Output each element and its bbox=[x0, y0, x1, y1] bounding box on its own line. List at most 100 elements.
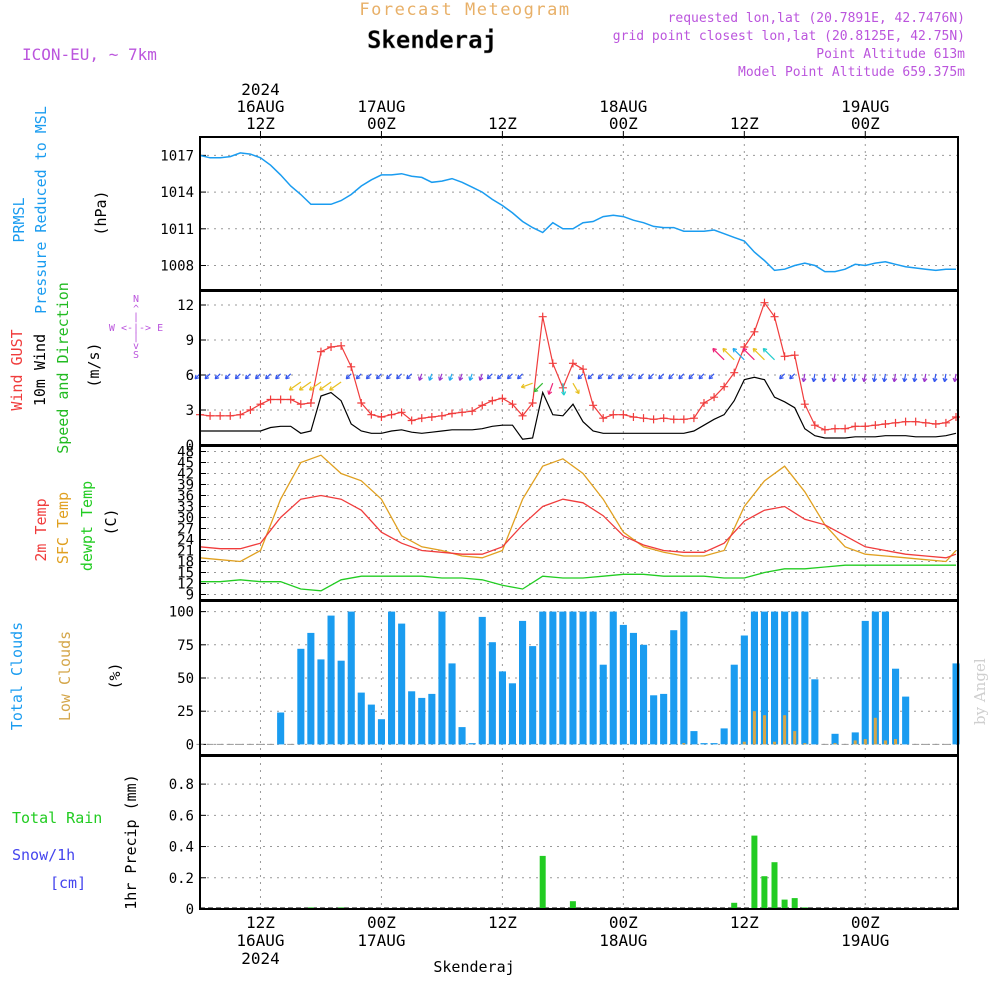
wind-arrow bbox=[923, 373, 927, 382]
total-cloud-bar bbox=[579, 611, 587, 745]
wind-arrow-head bbox=[428, 376, 433, 381]
rain-bar bbox=[771, 862, 778, 909]
gust-marker bbox=[599, 414, 608, 423]
wind-arrow-head bbox=[468, 376, 474, 381]
top-axis-label: 16AUG bbox=[236, 97, 284, 116]
wind-arrow-head bbox=[698, 374, 704, 380]
gust-marker bbox=[407, 416, 416, 425]
gust-marker bbox=[810, 421, 819, 430]
sfc-temp-series-line bbox=[199, 454, 957, 563]
wind-arrow-head bbox=[308, 386, 314, 391]
gust-marker bbox=[478, 401, 487, 410]
gust-marker bbox=[286, 395, 295, 404]
wind-arrow-head bbox=[577, 374, 583, 380]
total-cloud-bar bbox=[811, 679, 819, 745]
wind-arrow-head bbox=[688, 374, 693, 380]
wind-arrow-head bbox=[285, 374, 290, 380]
temperature-ytick-label: 15 bbox=[177, 566, 194, 582]
top-axis-label: 19AUG bbox=[841, 97, 889, 116]
temperature-ytick-label: 30 bbox=[177, 511, 194, 527]
total-cloud-bar bbox=[680, 611, 688, 745]
precip-ytick-label: 0.4 bbox=[169, 840, 194, 856]
panel-frame bbox=[199, 755, 959, 910]
gust-marker bbox=[518, 411, 527, 420]
gust-marker bbox=[296, 400, 305, 409]
wind-series-line bbox=[200, 376, 957, 440]
temperature-ytick-label: 27 bbox=[177, 522, 194, 538]
wind-arrow-head bbox=[912, 377, 918, 383]
gust-marker bbox=[538, 312, 547, 321]
total-cloud-bar bbox=[478, 616, 486, 745]
total-cloud-bar bbox=[609, 611, 617, 745]
total-cloud-bar bbox=[317, 659, 325, 745]
gust-marker bbox=[881, 420, 890, 428]
wind-arrow bbox=[406, 373, 413, 380]
wind-arrow bbox=[386, 373, 392, 380]
wind-arrow-head bbox=[345, 374, 351, 380]
total-cloud-bar bbox=[388, 611, 396, 745]
wind-arrow-head bbox=[922, 377, 928, 383]
total-cloud-bar bbox=[871, 611, 879, 745]
clouds-label-total: Total Clouds bbox=[8, 622, 26, 730]
wind-arrow-head bbox=[254, 374, 260, 380]
total-cloud-bar bbox=[952, 663, 960, 745]
wind-arrow-head bbox=[194, 374, 200, 380]
total-cloud-bar bbox=[660, 693, 668, 745]
bottom-axis-label: 17AUG bbox=[357, 931, 405, 950]
rain-bar bbox=[761, 876, 768, 909]
rain-bar bbox=[791, 898, 798, 909]
low-cloud-bar bbox=[773, 741, 776, 745]
wind-arrow-head bbox=[355, 374, 361, 380]
total-cloud-bar bbox=[377, 719, 385, 745]
wind-arrow-head bbox=[732, 347, 738, 353]
location-title: Skenderaj bbox=[367, 26, 497, 54]
precip-label-unit: 1hr Precip (mm) bbox=[122, 774, 140, 909]
clouds-ytick-label: 50 bbox=[177, 671, 194, 687]
bottom-axis-label: 2024 bbox=[241, 949, 280, 968]
temperature-ytick-label: 18 bbox=[177, 555, 194, 571]
low-cloud-bar bbox=[883, 740, 887, 745]
low-cloud-bar bbox=[873, 717, 877, 745]
total-cloud-bar bbox=[771, 611, 779, 745]
top-axis-label: 17AUG bbox=[357, 97, 405, 116]
total-cloud-bar bbox=[539, 611, 547, 745]
wind-arrow-head bbox=[841, 377, 847, 383]
gust-marker bbox=[387, 410, 396, 419]
pressure-label-desc: Pressure Reduced to MSL bbox=[32, 106, 50, 314]
wind-arrow-head bbox=[811, 377, 817, 383]
total-cloud-bar bbox=[297, 648, 305, 745]
precip-label-cm: [cm] bbox=[50, 874, 86, 892]
wind-label-unit: (m/s) bbox=[85, 342, 103, 387]
gust-marker bbox=[760, 298, 769, 307]
wind-arrow-head bbox=[648, 374, 653, 380]
temp2m-series-line bbox=[199, 494, 957, 559]
total-cloud-bar bbox=[398, 623, 406, 745]
total-cloud-bar bbox=[347, 611, 355, 745]
bottom-axis-label: 19AUG bbox=[841, 931, 889, 950]
gust-marker bbox=[790, 351, 799, 360]
gust-marker bbox=[377, 413, 386, 421]
wind-arrow bbox=[668, 373, 675, 380]
gust-marker bbox=[447, 409, 456, 418]
wind-arrow bbox=[943, 373, 947, 382]
pressure-ytick-label: 1014 bbox=[160, 185, 194, 201]
wind-arrow-head bbox=[708, 374, 714, 380]
wind-arrow bbox=[275, 373, 282, 380]
wind-arrow bbox=[712, 348, 725, 361]
wind-arrow-head bbox=[942, 377, 948, 383]
gust-marker bbox=[236, 410, 245, 419]
gust-marker bbox=[679, 415, 688, 424]
wind-arrow-head bbox=[448, 376, 454, 381]
wind-arrow-head bbox=[214, 374, 220, 380]
wind-arrow bbox=[933, 373, 937, 382]
total-cloud-bar bbox=[851, 732, 859, 745]
wind-arrow bbox=[255, 373, 261, 380]
wind-arrow-head bbox=[678, 374, 683, 380]
wind-arrow-head bbox=[861, 377, 867, 383]
gust-marker bbox=[649, 415, 658, 424]
wind-arrow-head bbox=[932, 377, 938, 383]
wind-arrow bbox=[802, 373, 806, 382]
